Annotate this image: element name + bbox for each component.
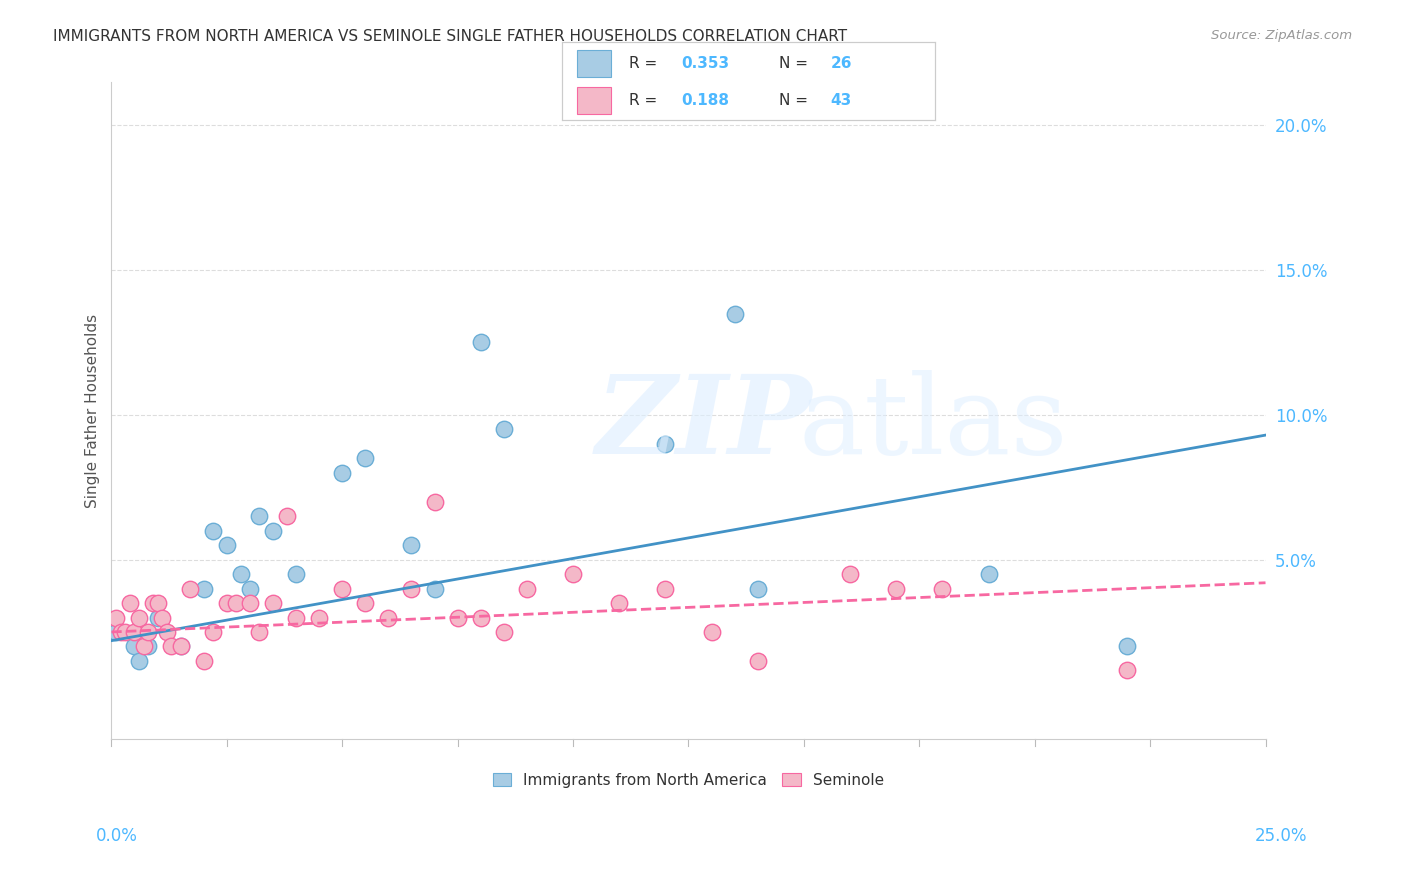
Point [308,610,330,624]
Point [470,335,492,350]
Point [562,567,585,582]
Point [169,640,191,654]
Text: 43: 43 [831,93,852,108]
Point [124,625,146,640]
Point [215,596,238,610]
Point [114,625,136,640]
Point [118,596,141,610]
Point [423,582,446,596]
Text: 25.0%: 25.0% [1256,827,1308,845]
Point [201,625,224,640]
Text: 0.188: 0.188 [682,93,730,108]
Point [160,640,183,654]
Point [150,610,173,624]
Text: Source: ZipAtlas.com: Source: ZipAtlas.com [1212,29,1353,42]
Point [146,596,169,610]
Point [105,625,128,640]
Legend: Immigrants from North America, Seminole: Immigrants from North America, Seminole [486,767,890,794]
Point [247,509,270,524]
Text: N =: N = [779,93,813,108]
Point [142,596,165,610]
Point [124,640,146,654]
Point [110,625,132,640]
Point [132,640,155,654]
Point [239,582,262,596]
Point [169,640,191,654]
Point [1116,640,1139,654]
Text: atlas: atlas [799,370,1067,477]
Text: 0.0%: 0.0% [96,827,138,845]
Point [401,582,423,596]
Point [747,582,769,596]
Point [215,538,238,552]
Point [132,625,155,640]
Point [239,596,262,610]
Point [446,610,468,624]
Text: 0.353: 0.353 [682,56,730,71]
Point [354,596,377,610]
Point [401,538,423,552]
Point [128,610,150,624]
Point [977,567,1000,582]
Point [276,509,298,524]
Point [516,582,538,596]
Point [105,610,128,624]
Point [146,610,169,624]
Point [839,567,862,582]
Point [723,306,745,320]
Y-axis label: Single Father Households: Single Father Households [86,313,100,508]
Point [201,524,224,538]
Point [354,451,377,466]
Point [607,596,630,610]
Point [330,582,353,596]
Point [931,582,953,596]
Point [262,524,284,538]
Point [492,422,515,436]
Point [330,466,353,480]
Point [884,582,907,596]
Point [229,567,252,582]
Point [247,625,270,640]
Point [654,582,676,596]
Text: N =: N = [779,56,813,71]
Point [193,654,215,668]
Point [285,610,308,624]
Point [225,596,247,610]
Point [654,437,676,451]
Point [285,567,308,582]
Text: R =: R = [630,56,662,71]
Point [470,610,492,624]
Point [377,610,399,624]
Point [128,654,150,668]
Text: ZIP: ZIP [596,370,813,477]
Point [138,640,160,654]
Point [156,625,179,640]
Point [747,654,769,668]
Point [700,625,723,640]
Text: R =: R = [630,93,662,108]
Point [1116,663,1139,677]
Point [492,625,515,640]
FancyBboxPatch shape [578,87,610,114]
Point [179,582,201,596]
Point [138,625,160,640]
Text: IMMIGRANTS FROM NORTH AMERICA VS SEMINOLE SINGLE FATHER HOUSEHOLDS CORRELATION C: IMMIGRANTS FROM NORTH AMERICA VS SEMINOL… [53,29,848,44]
Point [193,582,215,596]
Point [262,596,284,610]
FancyBboxPatch shape [578,50,610,78]
Text: 26: 26 [831,56,852,71]
Point [423,494,446,508]
